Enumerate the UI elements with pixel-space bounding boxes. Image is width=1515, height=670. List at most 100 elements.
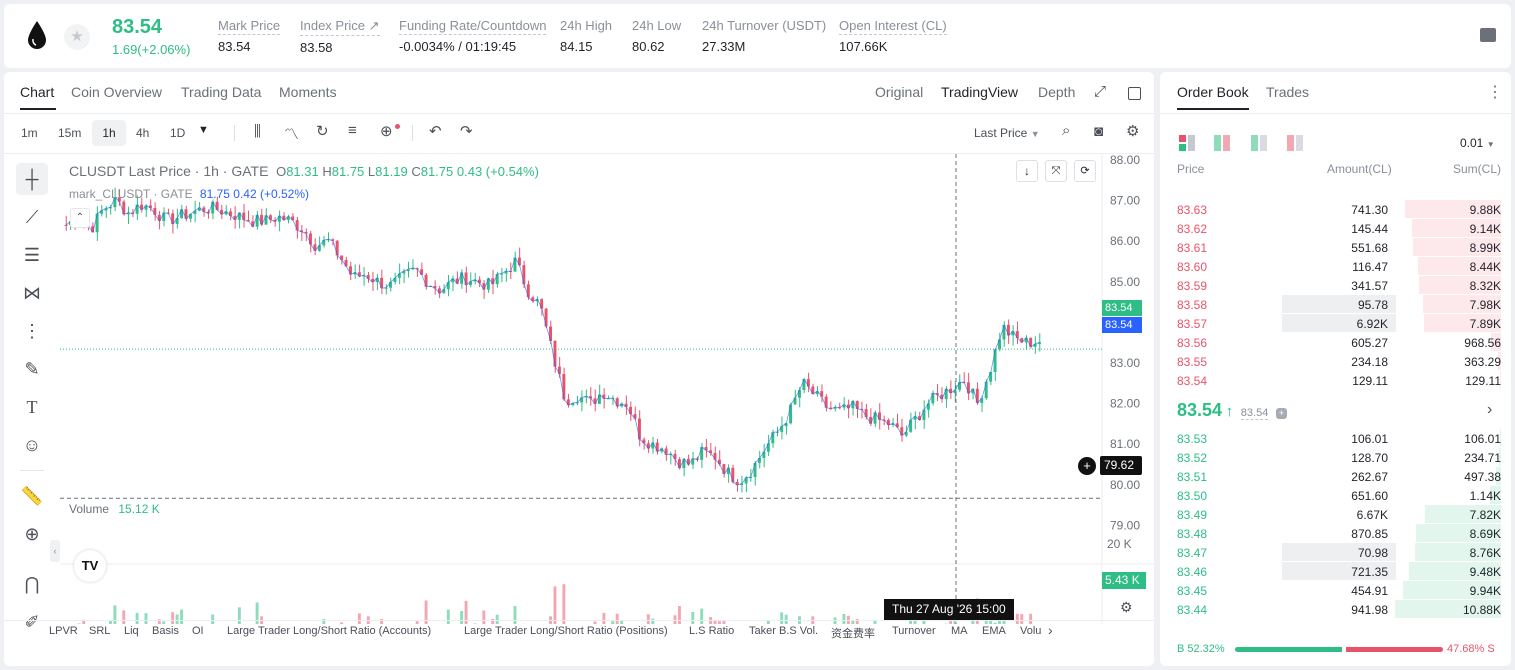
tab-order-book[interactable]: Order Book [1177, 84, 1249, 100]
bid-row[interactable]: 83.52 128.70 234.71 [1160, 448, 1511, 467]
indicators-next-icon[interactable]: › [1048, 622, 1053, 638]
ruler-tool-icon[interactable]: 📏 [20, 485, 44, 506]
axis-settings-icon[interactable]: ⚙ [1120, 599, 1133, 615]
volume-bar [82, 619, 86, 624]
bid-row[interactable]: 83.51 262.67 497.38 [1160, 467, 1511, 486]
indicator-volume[interactable]: Volu [1020, 625, 1042, 637]
ask-row[interactable]: 83.60 116.47 8.44K [1160, 257, 1511, 276]
ask-row[interactable]: 83.57 6.92K 7.89K [1160, 314, 1511, 333]
indicator-srl[interactable]: SRL [89, 625, 111, 637]
ask-row[interactable]: 83.63 741.30 9.88K [1160, 200, 1511, 219]
view-original[interactable]: Original [875, 84, 924, 100]
interval-1d[interactable]: 1D [170, 126, 186, 140]
book-icon[interactable] [1480, 28, 1496, 42]
ask-row[interactable]: 83.56 605.27 968.56 [1160, 333, 1511, 352]
interval-1m[interactable]: 1m [21, 126, 38, 140]
collapse-legend-icon[interactable]: ⌃ [70, 208, 90, 228]
view-tradingview[interactable]: TradingView [941, 84, 1019, 100]
settings-gear-icon[interactable]: ⚙ [1126, 123, 1140, 140]
indicator-turnover[interactable]: Turnover [892, 625, 936, 637]
auto-scale-icon[interactable]: ⤧ [1045, 160, 1067, 182]
bid-row[interactable]: 83.53 106.01 106.01 [1160, 429, 1511, 448]
replay-icon[interactable]: ↻ [316, 123, 329, 140]
pattern-tool-icon[interactable]: ⋈ [23, 282, 41, 303]
bid-row[interactable]: 83.47 70.98 8.76K [1160, 543, 1511, 562]
bid-row[interactable]: 83.49 6.67K 7.82K [1160, 505, 1511, 524]
pencil-lock-icon[interactable]: ✐ [24, 611, 40, 632]
crosshair-tool-icon[interactable]: ┼ [16, 163, 48, 195]
interval-dropdown-icon[interactable]: ▼ [198, 124, 209, 136]
scroll-down-icon[interactable]: ↓ [1016, 160, 1038, 182]
layout-asks-icon[interactable] [1287, 135, 1303, 151]
add-alert-icon[interactable]: ⊕ [380, 123, 393, 140]
price-type-select[interactable]: Last Price ▼ [974, 126, 1040, 140]
camera-icon[interactable]: ◙ [1094, 123, 1104, 140]
ask-row[interactable]: 83.58 95.78 7.98K [1160, 295, 1511, 314]
trend-line-tool-icon[interactable]: ⟋ [25, 206, 39, 227]
brush-tool-icon[interactable]: ✎ [24, 358, 40, 379]
more-options-icon[interactable]: ⋮ [1487, 84, 1503, 101]
ask-row[interactable]: 83.54 129.11 129.11 [1160, 371, 1511, 390]
bid-row[interactable]: 83.44 941.98 10.88K [1160, 600, 1511, 619]
bid-row[interactable]: 83.46 721.35 9.48K [1160, 562, 1511, 581]
zoom-in-icon[interactable]: ⊕ [24, 523, 40, 544]
layout-bids-icon[interactable] [1251, 135, 1267, 151]
fib-tool-icon[interactable]: ⋮ [23, 320, 41, 341]
add-order-icon[interactable]: + [1078, 457, 1096, 475]
indicator-basis[interactable]: Basis [152, 625, 179, 637]
chevron-right-icon[interactable]: › [1487, 401, 1493, 418]
tab-coin-overview[interactable]: Coin Overview [71, 84, 163, 100]
reset-chart-icon[interactable]: ⟳ [1074, 160, 1096, 182]
interval-1h[interactable]: 1h [92, 120, 126, 146]
fullscreen-icon[interactable]: ⤢ [1094, 83, 1107, 100]
ask-row[interactable]: 83.61 551.68 8.99K [1160, 238, 1511, 257]
indicator-ema[interactable]: EMA [982, 625, 1006, 637]
search-icon[interactable]: ⌕ [1062, 122, 1071, 139]
bid-row[interactable]: 83.45 454.91 9.94K [1160, 581, 1511, 600]
interval-4h[interactable]: 4h [136, 126, 150, 140]
candle-type-icon[interactable]: ⫼ [254, 123, 261, 140]
price-chart[interactable]: 88.0087.0086.0085.0084.0083.0082.0081.00… [60, 154, 1154, 624]
indicator-liq[interactable]: Liq [124, 625, 139, 637]
tab-chart[interactable]: Chart [20, 84, 55, 100]
tab-moments[interactable]: Moments [279, 84, 337, 100]
ask-row[interactable]: 83.55 234.18 363.29 [1160, 352, 1511, 371]
redo-icon[interactable]: ↷ [460, 123, 473, 140]
indicators-icon[interactable]: 〽 [284, 126, 300, 143]
text-tool-icon[interactable]: T [26, 396, 38, 417]
indicator-ls-ratio[interactable]: L.S Ratio [689, 625, 735, 637]
emoji-tool-icon[interactable]: ☺ [22, 434, 42, 455]
candle [802, 379, 806, 390]
ask-row[interactable]: 83.59 341.57 8.32K [1160, 276, 1511, 295]
candle [437, 288, 441, 294]
favorite-star-icon[interactable]: ★ [64, 24, 90, 50]
indicator-lpvr[interactable]: LPVR [49, 625, 78, 637]
indicator-taker-vol[interactable]: Taker B.S Vol. [749, 625, 819, 637]
templates-icon[interactable]: ≡ [348, 122, 357, 139]
layout-both-icon[interactable] [1179, 135, 1195, 151]
indicator-ma[interactable]: MA [951, 625, 968, 637]
indicator-oi[interactable]: OI [192, 625, 204, 637]
view-depth[interactable]: Depth [1038, 84, 1076, 100]
bid-row[interactable]: 83.50 651.60 1.14K [1160, 486, 1511, 505]
bid-row[interactable]: 83.48 870.85 8.69K [1160, 524, 1511, 543]
undo-icon[interactable]: ↶ [429, 123, 442, 140]
interval-15m[interactable]: 15m [58, 126, 82, 140]
maximize-icon[interactable] [1128, 87, 1141, 100]
indicator-lt-positions[interactable]: Large Trader Long/Short Ratio (Positions… [464, 625, 668, 637]
indicator-funding-rate[interactable]: 资金费率 [831, 628, 875, 640]
layout-split-icon[interactable] [1214, 135, 1230, 151]
stat-index-price[interactable]: Index Price ↗ 83.58 [300, 18, 380, 55]
candle [798, 389, 801, 398]
row-sum: 10.88K [1462, 603, 1501, 617]
indicator-lt-accounts[interactable]: Large Trader Long/Short Ratio (Accounts) [227, 625, 432, 637]
tab-trades[interactable]: Trades [1266, 84, 1310, 100]
tab-trading-data[interactable]: Trading Data [181, 84, 262, 100]
ask-row[interactable]: 83.62 145.44 9.14K [1160, 219, 1511, 238]
candle [309, 233, 312, 245]
horizontal-lines-tool-icon[interactable]: ☰ [23, 244, 41, 265]
mark-legend-value: 81.75 0.42 (+0.52%) [199, 187, 309, 201]
collapse-tools-icon[interactable]: ‹ [50, 540, 60, 562]
magnet-icon[interactable]: ⋂ [24, 573, 40, 594]
precision-select[interactable]: 0.01 ▼ [1460, 136, 1495, 150]
